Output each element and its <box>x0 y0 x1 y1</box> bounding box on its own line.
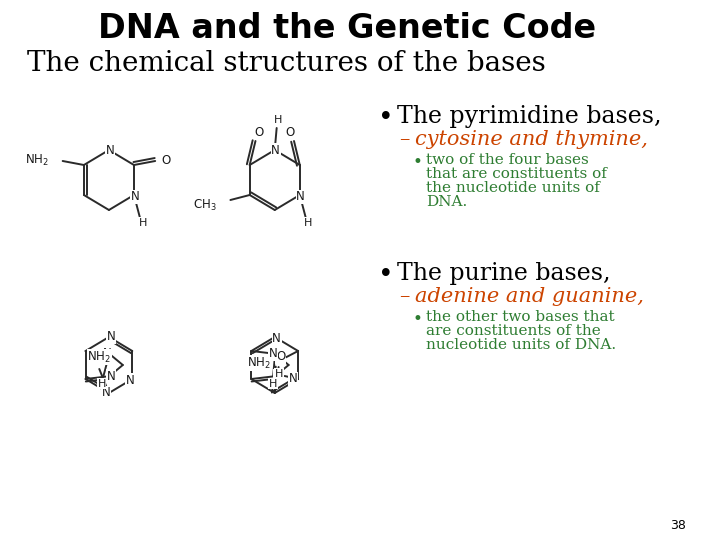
Text: N: N <box>106 144 114 157</box>
Text: •: • <box>413 310 423 328</box>
Text: N: N <box>289 373 297 386</box>
Text: –: – <box>399 130 410 149</box>
Text: NH$_2$: NH$_2$ <box>247 355 271 370</box>
Text: N: N <box>103 347 112 360</box>
Text: N: N <box>102 387 110 400</box>
Text: H: H <box>97 379 106 389</box>
Text: N: N <box>271 144 280 157</box>
Text: O: O <box>276 350 285 363</box>
Text: N: N <box>130 191 139 204</box>
Text: H: H <box>305 218 312 228</box>
Text: N: N <box>269 347 278 360</box>
Text: The purine bases,: The purine bases, <box>397 262 611 285</box>
Text: N: N <box>107 370 116 383</box>
Text: two of the four bases: two of the four bases <box>426 153 589 167</box>
Text: DNA.: DNA. <box>426 195 467 209</box>
Text: CH$_3$: CH$_3$ <box>193 198 217 213</box>
Text: •: • <box>378 105 394 131</box>
Text: that are constituents of: that are constituents of <box>426 167 607 181</box>
Text: adenine and guanine,: adenine and guanine, <box>415 287 644 306</box>
Text: the nucleotide units of: the nucleotide units of <box>426 181 600 195</box>
Text: O: O <box>255 126 264 139</box>
Text: cytosine and thymine,: cytosine and thymine, <box>415 130 647 149</box>
Text: N: N <box>107 330 115 343</box>
Text: DNA and the Genetic Code: DNA and the Genetic Code <box>98 12 596 45</box>
Text: N: N <box>297 191 305 204</box>
Text: –: – <box>399 287 410 306</box>
Text: are constituents of the: are constituents of the <box>426 324 600 338</box>
Text: O: O <box>286 126 294 139</box>
Text: O: O <box>161 153 170 166</box>
Text: •: • <box>413 153 423 171</box>
Text: The pyrimidine bases,: The pyrimidine bases, <box>397 105 662 128</box>
Text: NH$_2$: NH$_2$ <box>25 152 49 167</box>
Text: N: N <box>274 370 282 383</box>
Text: N: N <box>126 374 135 387</box>
Text: •: • <box>378 262 394 288</box>
Text: H: H <box>269 379 277 389</box>
Text: H: H <box>274 115 282 125</box>
Text: NH$_2$: NH$_2$ <box>87 349 111 364</box>
Text: nucleotide units of DNA.: nucleotide units of DNA. <box>426 338 616 352</box>
Text: H: H <box>274 369 283 379</box>
Text: 38: 38 <box>670 519 686 532</box>
Text: the other two bases that: the other two bases that <box>426 310 615 324</box>
Text: H: H <box>138 218 147 228</box>
Text: N: N <box>272 332 281 345</box>
Text: The chemical structures of the bases: The chemical structures of the bases <box>27 50 546 77</box>
